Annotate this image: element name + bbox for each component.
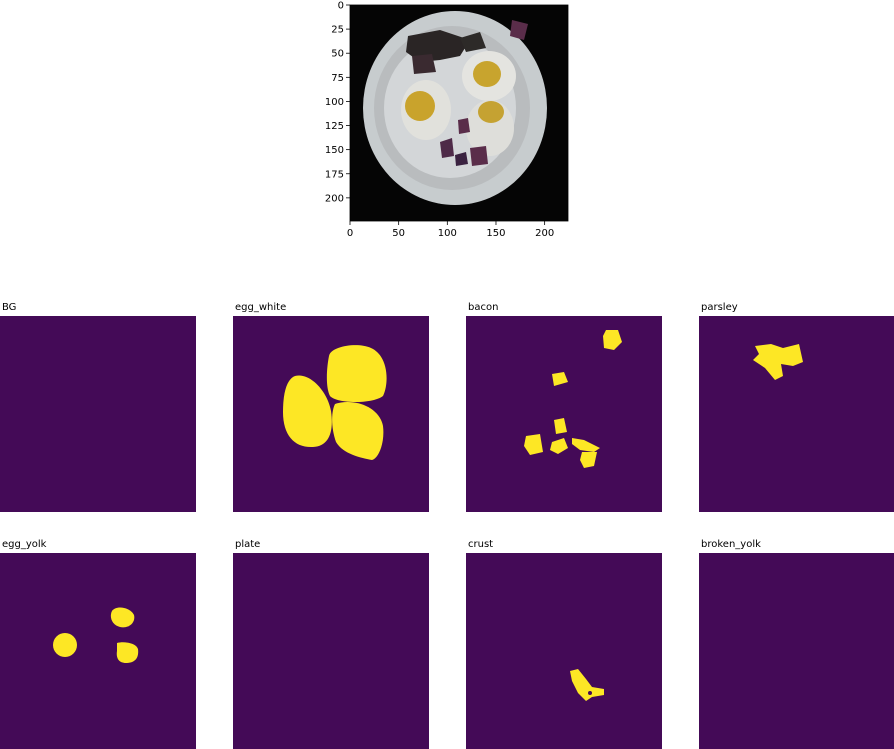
y-tick-label: 150 [325,145,344,156]
x-tick-label: 50 [392,228,405,239]
mask-image [0,553,196,749]
x-tick-label: 100 [438,228,457,239]
mask-image [466,316,662,512]
x-tick-label: 150 [486,228,505,239]
mask-panel-bg: BG [0,302,196,512]
y-tick-label: 0 [338,1,344,12]
mask-title: plate [235,539,261,550]
mask-image [699,316,894,512]
mask-image [466,553,662,749]
y-tick-label: 75 [331,73,344,84]
mask-panel-parsley: parsley [699,302,894,512]
mask-panel-broken-yolk: broken_yolk [699,539,894,749]
mask-title: broken_yolk [701,539,761,550]
x-tick-label: 0 [347,228,353,239]
mask-title: egg_white [235,302,287,313]
mask-image [233,553,429,749]
mask-panel-crust: crust [466,539,662,749]
mask-title: egg_yolk [2,539,47,550]
mask-panel-egg-yolk: egg_yolk [0,539,196,749]
y-tick-label: 175 [325,169,344,180]
mask-panel-egg-white: egg_white [233,302,429,512]
photo-y-axis: 0 25 50 75 100 125 150 175 200 [325,1,350,204]
dish-photo-figure: 0 50 100 150 200 0 25 50 75 100 125 150 175 200 [325,1,569,239]
dish-photo [350,5,568,221]
mask-panel-plate: plate [233,539,429,749]
mask-image [699,553,894,749]
photo-frame [349,4,569,222]
y-tick-label: 200 [325,193,344,204]
mask-title: BG [2,302,17,313]
mask-image [233,316,429,512]
mask-title: bacon [468,302,499,313]
photo-x-axis: 0 50 100 150 200 [347,221,554,239]
mask-panel-bacon: bacon [466,302,662,512]
y-tick-label: 125 [325,121,344,132]
mask-image [0,316,196,512]
mask-title: crust [468,539,494,550]
y-tick-label: 100 [325,97,344,108]
mask-title: parsley [701,302,738,313]
y-tick-label: 50 [331,49,344,60]
y-tick-label: 25 [331,25,344,36]
x-tick-label: 200 [535,228,554,239]
